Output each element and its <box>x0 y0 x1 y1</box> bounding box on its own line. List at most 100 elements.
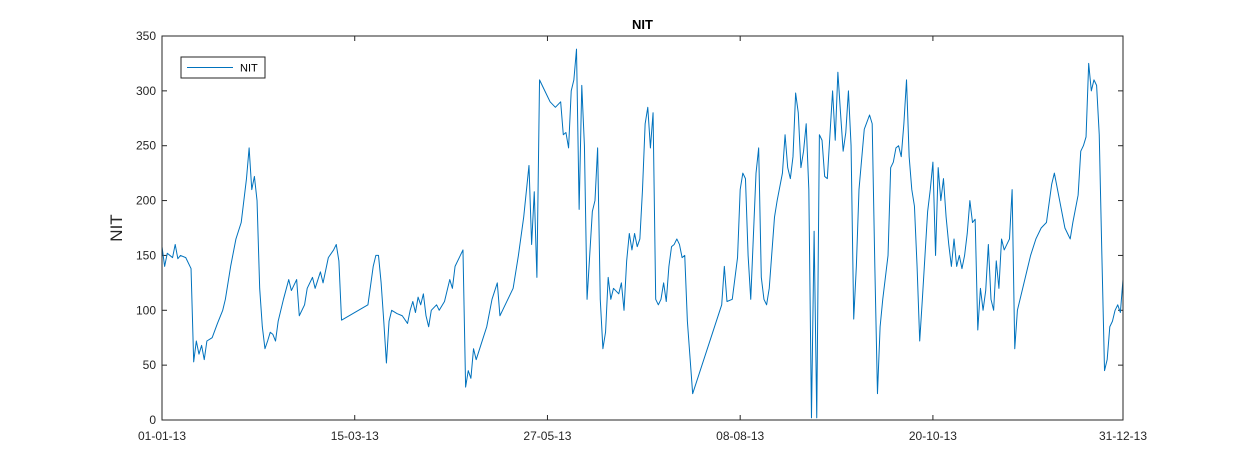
data-point <box>586 298 588 300</box>
data-point <box>742 172 744 174</box>
data-point <box>195 340 197 342</box>
data-point <box>298 315 300 317</box>
data-point <box>322 282 324 284</box>
data-point <box>691 392 693 394</box>
data-point <box>1035 238 1037 240</box>
data-point <box>879 326 881 328</box>
data-point <box>1058 199 1060 201</box>
data-point <box>863 128 865 130</box>
data-point <box>628 232 630 234</box>
data-point <box>686 320 688 322</box>
data-point <box>792 155 794 157</box>
data-point <box>295 278 297 280</box>
data-point <box>662 282 664 284</box>
data-point <box>385 362 387 364</box>
data-point <box>332 249 334 251</box>
data-point <box>900 155 902 157</box>
data-point <box>253 175 255 177</box>
data-point <box>517 254 519 256</box>
data-point <box>1119 311 1121 313</box>
data-point <box>853 318 855 320</box>
data-point <box>245 177 247 179</box>
data-point <box>480 342 482 344</box>
y-axis-label: NIT <box>107 214 126 241</box>
data-point <box>932 161 934 163</box>
data-point <box>789 177 791 179</box>
data-point <box>422 293 424 295</box>
y-tick-label: 0 <box>149 413 156 427</box>
data-point <box>1069 238 1071 240</box>
y-axis: 0 50 100 150 200 250 300 350 <box>136 29 1123 427</box>
data-point <box>921 298 923 300</box>
data-point <box>678 243 680 245</box>
data-point <box>319 271 321 273</box>
legend-label-nit: NIT <box>240 63 258 75</box>
data-point <box>475 358 477 360</box>
data-point <box>1014 347 1016 349</box>
data-point <box>839 112 841 114</box>
data-point <box>222 309 224 311</box>
data-point <box>427 326 429 328</box>
data-point <box>472 347 474 349</box>
series-line-nit <box>161 48 1124 419</box>
data-point <box>892 161 894 163</box>
data-point <box>396 312 398 314</box>
data-point <box>486 326 488 328</box>
data-point <box>855 265 857 267</box>
data-point <box>573 79 575 81</box>
data-point <box>731 298 733 300</box>
x-tick-label: 08-08-13 <box>716 429 764 443</box>
data-point <box>451 287 453 289</box>
data-point <box>417 296 419 298</box>
data-point <box>802 150 804 152</box>
data-point <box>940 199 942 201</box>
data-point <box>977 329 979 331</box>
y-tick-label: 150 <box>136 248 156 262</box>
data-point <box>905 79 907 81</box>
data-point <box>985 289 987 291</box>
data-point <box>631 249 633 251</box>
data-point <box>229 265 231 267</box>
data-point <box>443 300 445 302</box>
data-point <box>536 276 538 278</box>
data-point <box>190 267 192 269</box>
y-tick-label: 300 <box>136 84 156 98</box>
data-point <box>974 218 976 220</box>
data-point <box>868 114 870 116</box>
data-point <box>464 386 466 388</box>
y-tick-label: 250 <box>136 139 156 153</box>
data-point <box>258 287 260 289</box>
data-point <box>768 287 770 289</box>
data-point <box>269 331 271 333</box>
data-point <box>530 243 532 245</box>
data-point <box>372 265 374 267</box>
data-point <box>380 282 382 284</box>
data-point <box>726 300 728 302</box>
data-point <box>507 298 509 300</box>
data-point <box>747 254 749 256</box>
data-point <box>599 298 601 300</box>
data-point <box>987 243 989 245</box>
data-point <box>760 276 762 278</box>
data-point <box>248 147 250 149</box>
data-point <box>311 276 313 278</box>
data-point <box>501 309 503 311</box>
data-point <box>596 147 598 149</box>
data-point <box>942 177 944 179</box>
data-point <box>406 322 408 324</box>
data-point <box>1045 221 1047 223</box>
data-point <box>338 260 340 262</box>
data-point <box>303 304 305 306</box>
data-point <box>1087 62 1089 64</box>
data-point <box>272 333 274 335</box>
data-point <box>926 210 928 212</box>
data-point <box>467 369 469 371</box>
data-point <box>1051 183 1053 185</box>
data-point <box>805 123 807 125</box>
data-point <box>412 300 414 302</box>
data-point <box>763 298 765 300</box>
data-point <box>847 90 849 92</box>
data-point <box>377 254 379 256</box>
x-tick-label: 20-10-13 <box>909 429 957 443</box>
data-point <box>911 188 913 190</box>
